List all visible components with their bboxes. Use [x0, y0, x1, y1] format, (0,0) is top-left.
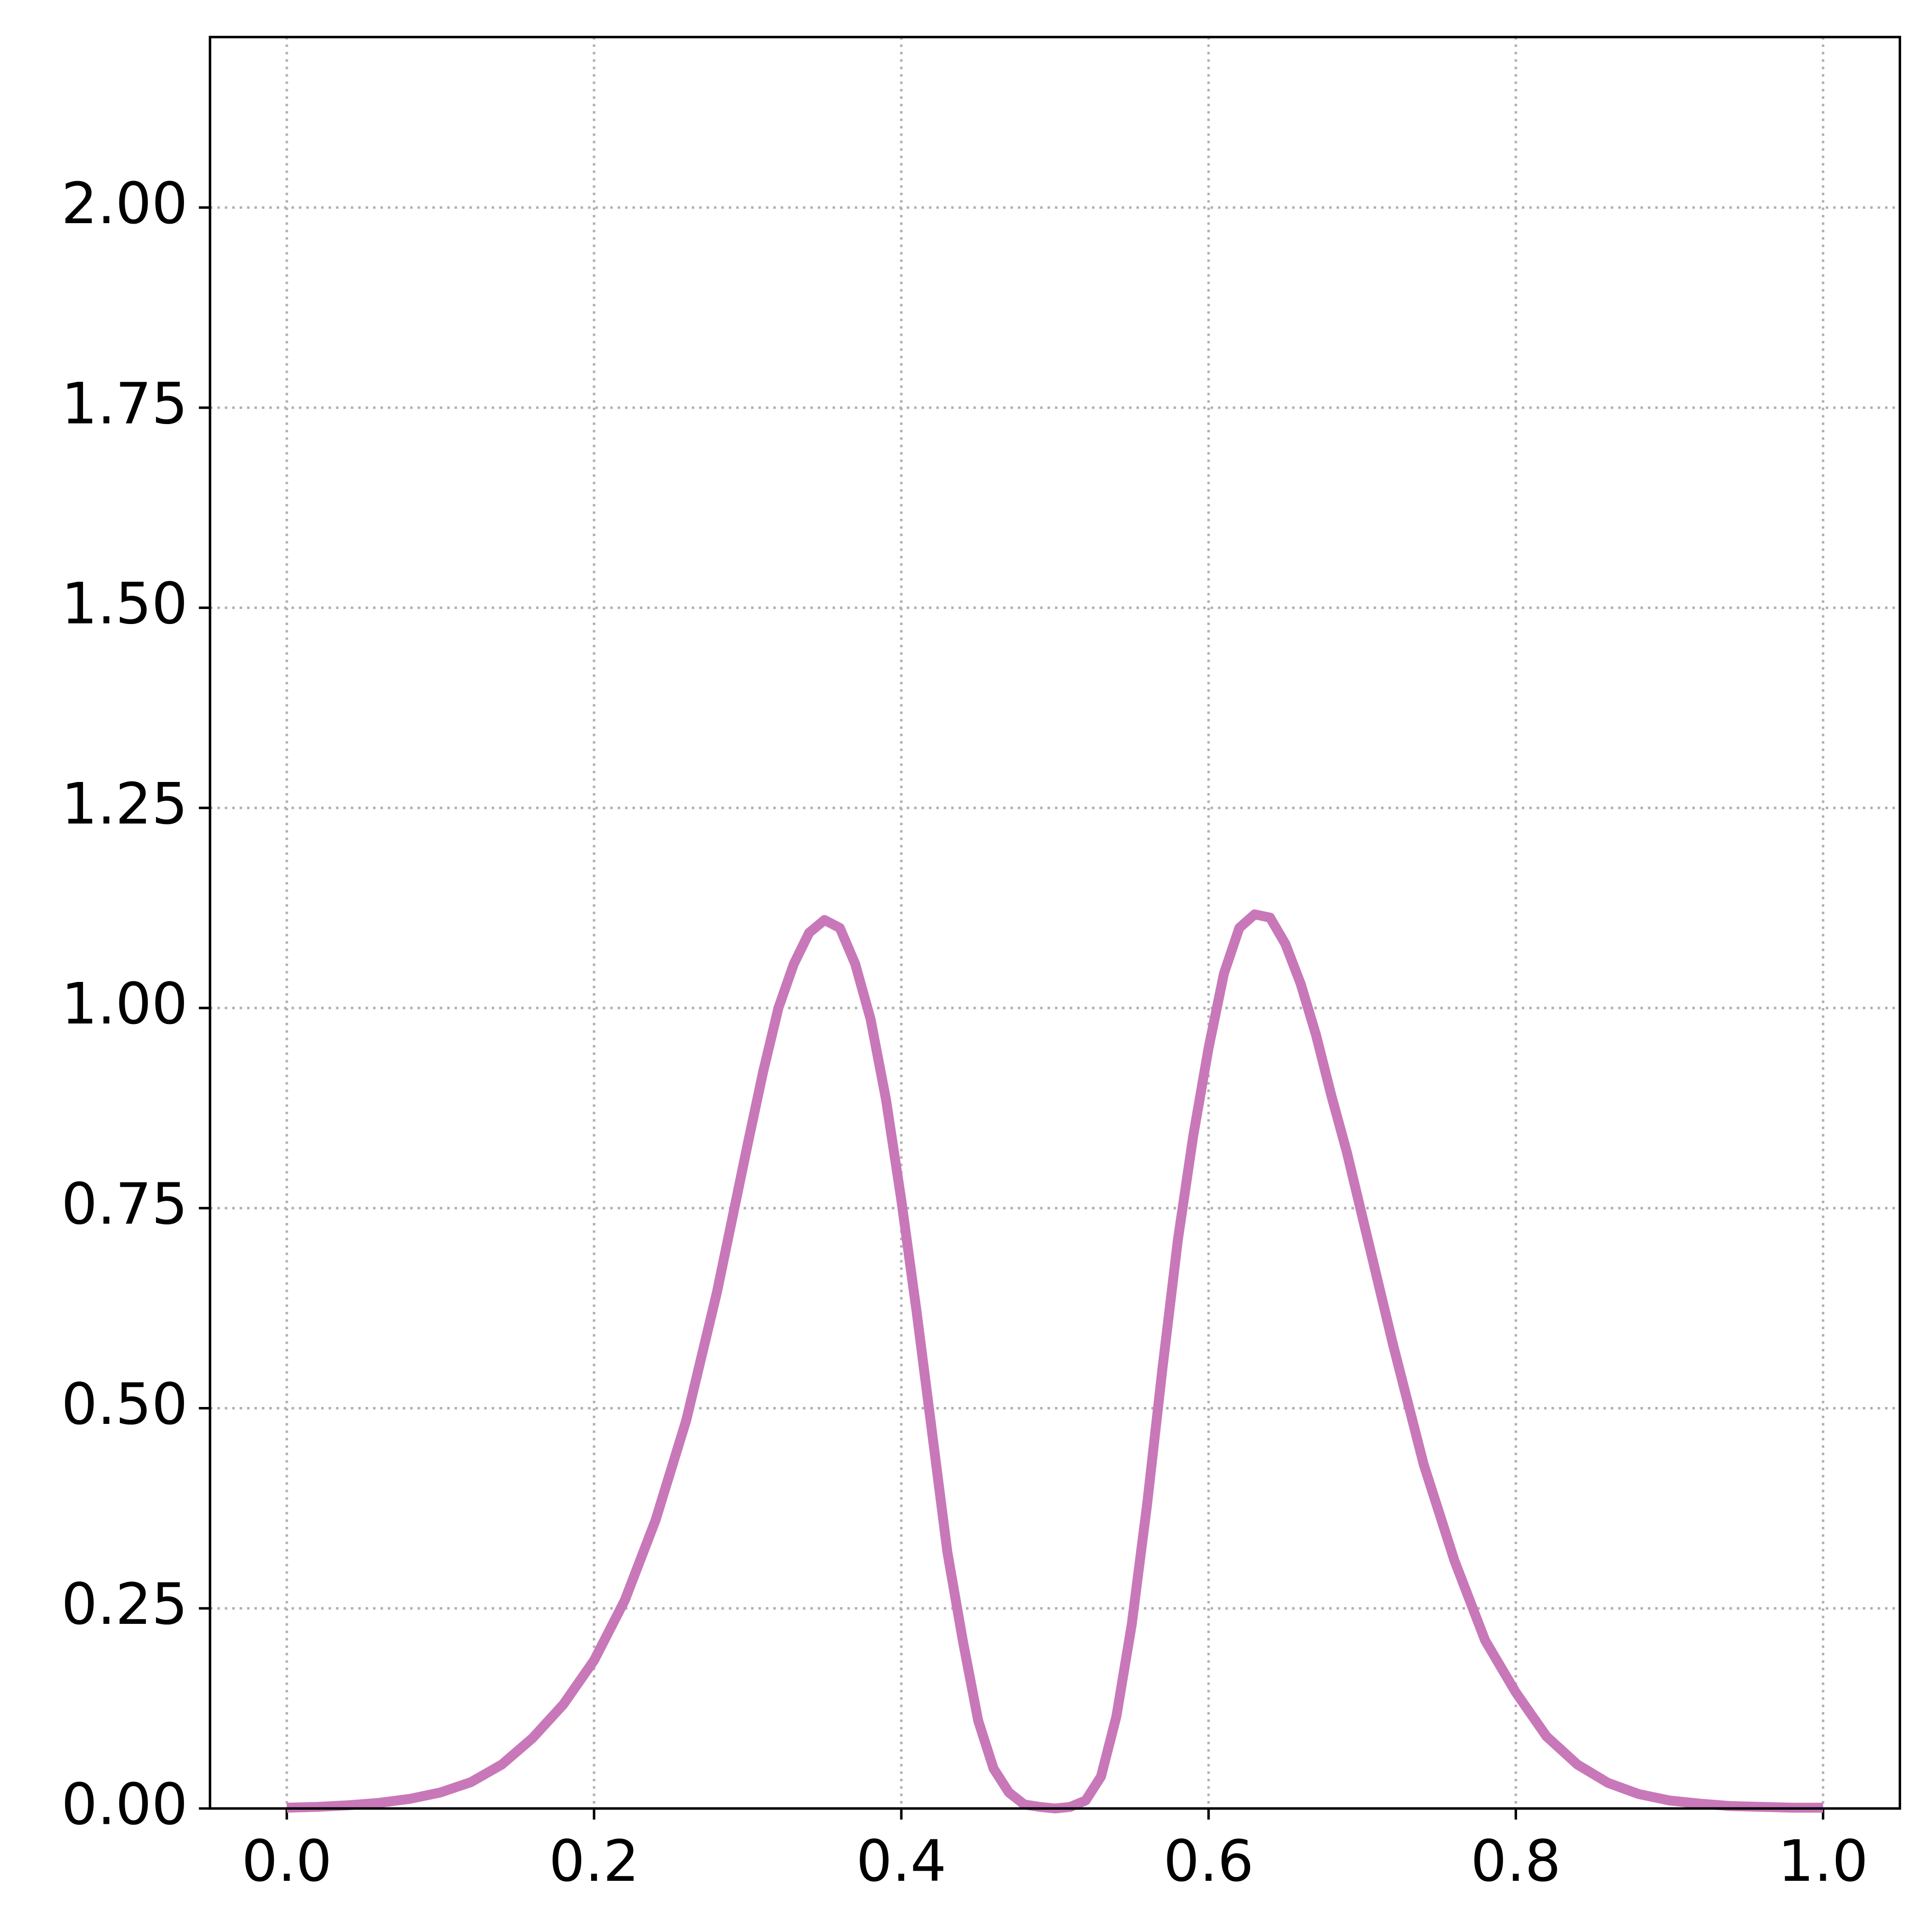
x-tick-label: 0.6	[1164, 1828, 1254, 1894]
x-tick-label: 1.0	[1778, 1828, 1868, 1894]
x-tick-label: 0.0	[242, 1828, 332, 1894]
y-tick-label: 1.00	[61, 971, 188, 1037]
x-tick-label: 0.2	[549, 1828, 639, 1894]
y-tick-label: 1.75	[61, 370, 188, 437]
plot-frame	[209, 36, 1902, 1810]
x-tick-label: 0.4	[856, 1828, 947, 1894]
x-tick-label: 0.8	[1471, 1828, 1561, 1894]
data-line	[286, 909, 1823, 1814]
y-tick-label: 1.25	[61, 771, 188, 837]
y-tick-label: 1.50	[61, 571, 188, 637]
y-tick-label: 2.00	[61, 170, 188, 237]
y-tick-label: 0.50	[61, 1371, 188, 1437]
y-tick-label: 0.75	[61, 1171, 188, 1237]
y-tick-label: 0.00	[61, 1771, 188, 1837]
y-tick-label: 0.25	[61, 1571, 188, 1637]
